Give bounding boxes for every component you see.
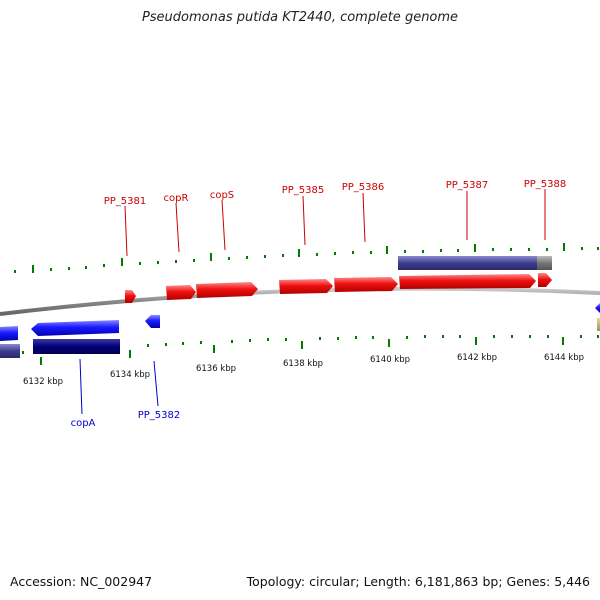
feature-band-right-edge — [597, 318, 600, 331]
scale-label: 6134 kbp — [110, 370, 150, 380]
gene-label: copS — [210, 190, 234, 201]
genome-title: Pseudomonas putida KT2440, complete geno… — [141, 10, 459, 25]
genome-stats-text: Topology: circular; Length: 6,181,863 bp… — [246, 574, 590, 589]
gene-right-partial[interactable] — [595, 303, 600, 313]
gene-label: copA — [71, 418, 96, 429]
gene-PP_5386[interactable] — [334, 277, 398, 292]
lower-scale-ticks — [4, 335, 599, 365]
scale-label: 6142 kbp — [457, 353, 497, 363]
accession-text: Accession: NC_002947 — [10, 574, 153, 589]
gene-copR[interactable] — [166, 285, 196, 300]
gene-label: PP_5386 — [342, 182, 385, 193]
gene-label: PP_5382 — [138, 410, 181, 421]
gene-label: copR — [164, 193, 189, 204]
scale-labels: 6132 kbp 6134 kbp 6136 kbp 6138 kbp 6140… — [23, 353, 584, 387]
gene-left-partial[interactable] — [0, 326, 18, 341]
gene-label: PP_5388 — [524, 179, 567, 190]
gene-PP_5382[interactable] — [145, 315, 160, 328]
forward-label-leaders — [124, 189, 546, 257]
feature-band — [398, 256, 538, 270]
forward-gene-labels: PP_5381 copR copS PP_5385 PP_5386 PP_538… — [104, 179, 567, 207]
reverse-label-leaders — [79, 358, 159, 415]
reverse-gene-labels: copA PP_5382 — [71, 410, 181, 429]
reverse-genes — [0, 303, 600, 341]
gene-PP_5387[interactable] — [399, 274, 536, 289]
feature-band-lower — [33, 339, 120, 354]
scale-label: 6140 kbp — [370, 355, 410, 365]
gene-label: PP_5385 — [282, 185, 325, 196]
gene-PP_5388[interactable] — [538, 273, 552, 287]
gene-label: PP_5387 — [446, 180, 489, 191]
gene-PP_5381[interactable] — [125, 290, 136, 303]
scale-label: 6132 kbp — [23, 377, 63, 387]
feature-band-lower-left — [0, 344, 20, 358]
gene-copA[interactable] — [31, 320, 119, 336]
forward-genes — [125, 273, 552, 303]
gene-copS[interactable] — [196, 282, 258, 298]
gene-PP_5385[interactable] — [279, 279, 333, 294]
upper-scale-ticks — [14, 243, 599, 273]
feature-band-end — [537, 256, 552, 270]
scale-label: 6138 kbp — [283, 359, 323, 369]
scale-label: 6144 kbp — [544, 353, 584, 363]
gene-label: PP_5381 — [104, 196, 147, 207]
scale-label: 6136 kbp — [196, 364, 236, 374]
